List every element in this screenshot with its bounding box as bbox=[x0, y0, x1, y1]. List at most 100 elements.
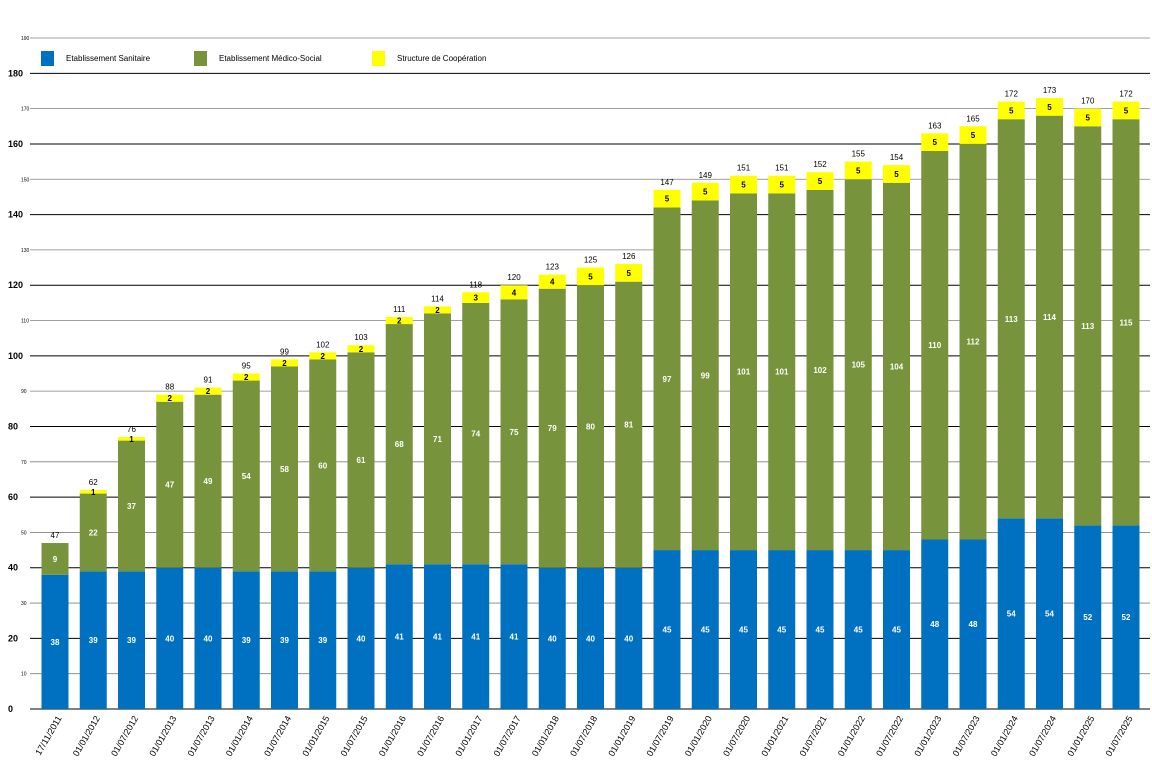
bar-segment-cooperation bbox=[1036, 98, 1063, 116]
y-tick-label: 120 bbox=[8, 280, 23, 290]
total-label: 152 bbox=[813, 160, 827, 169]
data-label-medico-social: 37 bbox=[127, 502, 136, 511]
y-tick-label-minor: 10 bbox=[21, 672, 27, 678]
total-label: 170 bbox=[1081, 97, 1095, 106]
bar-segment-cooperation bbox=[577, 267, 604, 286]
y-tick-label-minor: 30 bbox=[21, 601, 27, 607]
data-label-sanitaire: 48 bbox=[930, 620, 939, 629]
total-label: 95 bbox=[242, 362, 251, 371]
data-label-medico-social: 49 bbox=[204, 477, 213, 486]
total-label: 151 bbox=[737, 164, 751, 173]
bar-segment-sanitaire bbox=[768, 550, 796, 709]
bar-segment-medico-social bbox=[500, 299, 528, 565]
data-label-cooperation: 5 bbox=[588, 272, 593, 281]
bar-segment-cooperation bbox=[768, 175, 796, 194]
bar-segment-cooperation bbox=[883, 165, 910, 183]
bar-segment-medico-social bbox=[538, 288, 566, 568]
bar-segment-sanitaire bbox=[538, 567, 566, 709]
data-label-sanitaire: 39 bbox=[280, 636, 289, 645]
total-label: 173 bbox=[1043, 86, 1057, 95]
data-label-sanitaire: 39 bbox=[89, 636, 98, 645]
bar-segment-cooperation bbox=[232, 373, 260, 381]
data-label-sanitaire: 45 bbox=[777, 626, 786, 635]
bar-segment-cooperation bbox=[1074, 108, 1102, 127]
data-label-medico-social: 104 bbox=[890, 362, 904, 371]
legend-label-sanitaire: Etablissement Sanitaire bbox=[66, 54, 151, 63]
bar-segment-sanitaire bbox=[615, 567, 643, 709]
bar-segment-sanitaire bbox=[577, 567, 604, 709]
total-label: 114 bbox=[431, 294, 444, 303]
bar-segment-sanitaire bbox=[1036, 518, 1063, 709]
total-label: 103 bbox=[354, 333, 368, 342]
x-tick-label: 01/07/2021 bbox=[798, 714, 829, 758]
bar-segment-sanitaire bbox=[79, 571, 107, 709]
x-tick-label: 01/01/2013 bbox=[147, 714, 178, 758]
bar-segment-cooperation bbox=[653, 189, 681, 208]
data-label-medico-social: 110 bbox=[928, 341, 941, 350]
x-tick-label: 01/07/2014 bbox=[262, 714, 293, 758]
y-tick-label: 140 bbox=[8, 210, 23, 220]
bar-segment-medico-social bbox=[959, 143, 987, 540]
x-tick-label: 01/07/2025 bbox=[1104, 714, 1135, 758]
bar-segment-sanitaire bbox=[959, 539, 987, 709]
y-tick-label-minor: 190 bbox=[21, 36, 30, 42]
y-tick-label: 0 bbox=[8, 704, 13, 714]
data-label-medico-social: 113 bbox=[1081, 322, 1094, 331]
bar-segment-sanitaire bbox=[691, 550, 719, 709]
bar-segment-medico-social bbox=[844, 179, 872, 551]
total-label: 165 bbox=[966, 114, 980, 123]
y-tick-label: 40 bbox=[8, 563, 18, 573]
bar-segment-sanitaire bbox=[1112, 525, 1140, 709]
total-label: 120 bbox=[507, 273, 521, 282]
bar-segment-sanitaire bbox=[41, 574, 69, 709]
bar-segment-medico-social bbox=[194, 394, 222, 568]
bar-segment-medico-social bbox=[79, 493, 107, 572]
data-label-cooperation: 5 bbox=[1047, 103, 1052, 112]
data-label-sanitaire: 45 bbox=[663, 626, 672, 635]
data-label-medico-social: 112 bbox=[967, 338, 980, 347]
bar-segment-medico-social bbox=[1112, 119, 1140, 526]
bar-segment-sanitaire bbox=[653, 550, 681, 709]
x-tick-label: 01/07/2016 bbox=[415, 714, 446, 758]
data-label-medico-social: 75 bbox=[510, 428, 519, 437]
bar-segment-medico-social bbox=[347, 352, 375, 568]
y-tick-label-minor: 170 bbox=[21, 107, 30, 113]
bar-segment-cooperation bbox=[997, 101, 1025, 120]
data-label-sanitaire: 52 bbox=[1083, 613, 1092, 622]
data-label-sanitaire: 41 bbox=[433, 633, 442, 642]
data-label-sanitaire: 41 bbox=[471, 633, 480, 642]
data-label-sanitaire: 48 bbox=[969, 620, 978, 629]
bar-segment-medico-social bbox=[462, 302, 490, 565]
data-label-cooperation: 5 bbox=[741, 181, 746, 190]
data-label-medico-social: 60 bbox=[318, 461, 327, 470]
bar-segment-cooperation bbox=[730, 175, 757, 194]
total-label: 88 bbox=[165, 383, 174, 392]
data-label-sanitaire: 39 bbox=[127, 636, 136, 645]
data-label-sanitaire: 40 bbox=[586, 634, 595, 643]
data-label-sanitaire: 38 bbox=[51, 638, 60, 647]
y-tick-label-minor: 90 bbox=[21, 389, 27, 395]
data-label-cooperation: 5 bbox=[894, 170, 899, 179]
bar-segment-sanitaire bbox=[271, 571, 298, 709]
bar-segment-medico-social bbox=[691, 200, 719, 551]
data-label-medico-social: 101 bbox=[737, 368, 751, 377]
data-label-cooperation: 2 bbox=[244, 373, 249, 382]
bar-segment-medico-social bbox=[883, 182, 910, 551]
data-label-medico-social: 99 bbox=[701, 371, 710, 380]
y-tick-label: 60 bbox=[8, 492, 18, 502]
data-label-cooperation: 5 bbox=[627, 269, 632, 278]
x-tick-label: 01/07/2012 bbox=[109, 714, 140, 758]
y-tick-label: 100 bbox=[8, 351, 23, 361]
data-label-medico-social: 79 bbox=[548, 424, 557, 433]
bar-segment-sanitaire bbox=[385, 564, 413, 709]
data-label-cooperation: 2 bbox=[397, 317, 402, 326]
y-tick-label: 160 bbox=[8, 139, 23, 149]
x-tick-label: 01/07/2015 bbox=[339, 714, 370, 758]
y-tick-label: 80 bbox=[8, 421, 18, 431]
total-label: 172 bbox=[1119, 90, 1133, 99]
bar-segment-medico-social bbox=[997, 119, 1025, 519]
data-label-cooperation: 2 bbox=[168, 394, 173, 403]
data-label-cooperation: 5 bbox=[1009, 106, 1014, 115]
total-label: 172 bbox=[1005, 90, 1019, 99]
data-label-medico-social: 58 bbox=[280, 465, 289, 474]
